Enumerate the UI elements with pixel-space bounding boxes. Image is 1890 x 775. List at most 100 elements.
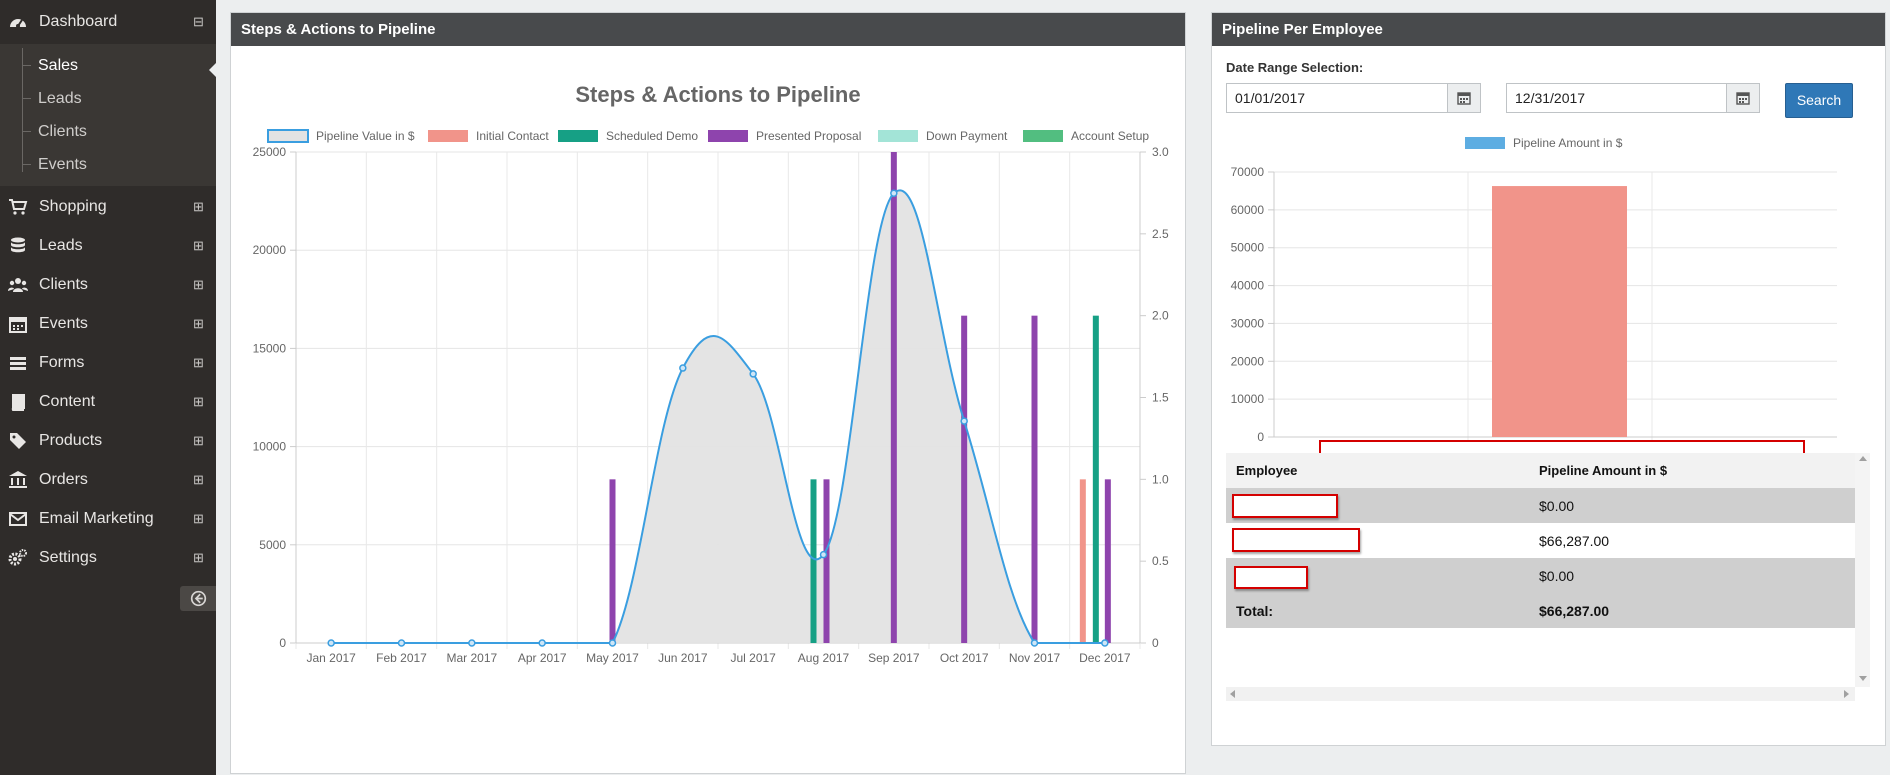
nav-content[interactable]: Content ⊞ <box>0 384 216 420</box>
nav-orders[interactable]: Orders ⊞ <box>0 462 216 498</box>
end-date-input[interactable] <box>1507 84 1727 112</box>
nav-label: Email Marketing <box>39 510 154 527</box>
sidebar-collapse-button[interactable] <box>180 586 216 611</box>
submenu-item-sales[interactable]: Sales <box>22 51 202 81</box>
bar <box>609 479 616 643</box>
expand-icon[interactable]: ⊞ <box>193 355 204 370</box>
y-tick-label: 0 <box>1257 430 1264 444</box>
expand-icon[interactable]: ⊞ <box>193 277 204 292</box>
start-date-calendar-button[interactable] <box>1447 84 1480 112</box>
expand-icon[interactable]: ⊞ <box>193 394 204 409</box>
cart-icon <box>9 199 28 215</box>
y-right-tick-label: 0 <box>1152 636 1159 650</box>
scroll-left-arrow[interactable] <box>1230 690 1235 698</box>
nav-settings[interactable]: Settings ⊞ <box>0 540 216 576</box>
y-left-tick-label: 0 <box>279 636 286 650</box>
steps-actions-panel: Steps & Actions to Pipeline Steps & Acti… <box>230 12 1186 774</box>
nav-label: Products <box>39 432 103 449</box>
bar <box>823 479 830 643</box>
horizontal-scrollbar[interactable] <box>1226 687 1855 701</box>
y-tick-label: 40000 <box>1231 279 1265 293</box>
table-header: Employee Pipeline Amount in $ <box>1226 453 1855 488</box>
legend-swatch <box>1465 137 1505 149</box>
y-left-tick-label: 5000 <box>259 538 286 552</box>
legend-swatch <box>878 130 918 142</box>
nav-label: Orders <box>39 471 88 488</box>
redaction-box <box>1232 528 1360 552</box>
arrow-circle-left-icon <box>190 590 207 607</box>
nav-email-marketing[interactable]: Email Marketing ⊞ <box>0 501 216 537</box>
pipeline-amount: $66,287.00 <box>1539 533 1610 549</box>
data-point <box>538 639 546 647</box>
expand-icon[interactable]: ⊞ <box>193 238 204 253</box>
nav-clients[interactable]: Clients ⊞ <box>0 267 216 303</box>
start-date-input[interactable] <box>1227 84 1448 112</box>
expand-icon[interactable]: ⊞ <box>193 199 204 214</box>
users-icon <box>8 278 28 292</box>
panel-header: Steps & Actions to Pipeline <box>231 13 1185 46</box>
nav-dashboard[interactable]: Dashboard ⊟ <box>0 4 216 40</box>
list-icon <box>10 357 26 370</box>
nav-label: Leads <box>39 237 83 254</box>
expand-icon[interactable]: ⊞ <box>193 316 204 331</box>
expand-icon[interactable]: ⊞ <box>193 433 204 448</box>
y-left-tick-label: 10000 <box>253 440 287 454</box>
end-date-calendar-button[interactable] <box>1726 84 1759 112</box>
nav-leads[interactable]: Leads ⊞ <box>0 228 216 264</box>
legend-label: Pipeline Value in $ <box>316 129 415 143</box>
legend-label: Scheduled Demo <box>606 129 698 143</box>
submenu-item-events[interactable]: Events <box>22 150 202 180</box>
data-point <box>679 364 687 372</box>
search-button[interactable]: Search <box>1785 83 1853 118</box>
active-indicator <box>209 63 216 77</box>
y-left-tick-label: 25000 <box>253 145 287 159</box>
nav-label: Content <box>39 393 96 410</box>
submenu-label: Events <box>38 156 87 173</box>
legend-label: Presented Proposal <box>756 129 861 143</box>
panel-header: Pipeline Per Employee <box>1212 13 1885 46</box>
nav-shopping[interactable]: Shopping ⊞ <box>0 189 216 225</box>
legend-swatch <box>558 130 598 142</box>
table-total-row: Total: $66,287.00 <box>1226 593 1855 628</box>
expand-icon[interactable]: ⊞ <box>193 472 204 487</box>
legend-label: Account Setup <box>1071 129 1149 143</box>
legend-swatch <box>708 130 748 142</box>
pipeline-amount: $0.00 <box>1539 498 1575 514</box>
data-point <box>1030 639 1039 647</box>
nav-forms[interactable]: Forms ⊞ <box>0 345 216 381</box>
table-row: $0.00 <box>1226 488 1855 523</box>
column-header: Employee <box>1236 463 1298 478</box>
scroll-right-arrow[interactable] <box>1844 690 1849 698</box>
expand-icon[interactable]: ⊞ <box>193 511 204 526</box>
y-left-tick-label: 15000 <box>253 341 287 355</box>
x-tick-label: Mar 2017 <box>446 651 497 665</box>
submenu-label: Clients <box>38 123 87 140</box>
calendar-icon <box>9 317 27 333</box>
scroll-down-arrow[interactable] <box>1859 676 1867 681</box>
submenu-item-leads[interactable]: Leads <box>22 84 202 114</box>
bar <box>810 479 817 643</box>
chart-title: Steps & Actions to Pipeline <box>575 82 860 107</box>
tags-icon <box>10 433 26 449</box>
vertical-scrollbar[interactable] <box>1855 453 1870 687</box>
y-right-tick-label: 3.0 <box>1152 145 1169 159</box>
pipeline-chart: Steps & Actions to Pipeline Pipeline Valu… <box>253 82 1169 665</box>
x-tick-label: Aug 2017 <box>798 651 850 665</box>
y-right-tick-label: 2.5 <box>1152 227 1169 241</box>
y-tick-label: 20000 <box>1231 354 1265 368</box>
end-date-group <box>1506 83 1760 113</box>
nav-products[interactable]: Products ⊞ <box>0 423 216 459</box>
data-point <box>327 639 335 647</box>
scroll-up-arrow[interactable] <box>1859 456 1867 461</box>
table-row: $66,287.00 <box>1226 523 1855 558</box>
submenu-item-clients[interactable]: Clients <box>22 117 202 147</box>
legend-swatch <box>1023 130 1063 142</box>
expand-icon[interactable]: ⊞ <box>193 550 204 565</box>
nav-label: Forms <box>39 354 85 371</box>
nav-events[interactable]: Events ⊞ <box>0 306 216 342</box>
y-right-tick-label: 1.5 <box>1152 391 1169 405</box>
redaction-box <box>1234 566 1308 589</box>
bar <box>1492 186 1627 437</box>
collapse-icon[interactable]: ⊟ <box>193 14 204 29</box>
database-icon <box>11 237 25 253</box>
